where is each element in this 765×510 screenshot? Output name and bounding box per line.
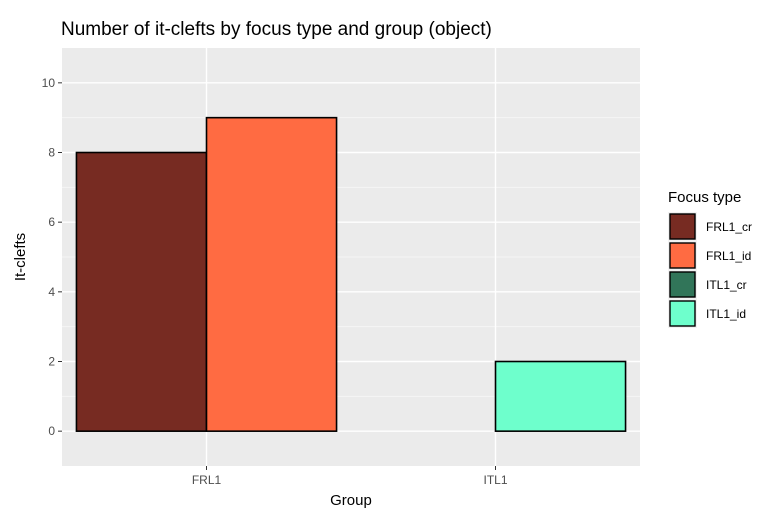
legend-label: FRL1_cr xyxy=(706,220,752,234)
legend-item-frl1-cr: FRL1_cr xyxy=(668,212,752,241)
y-axis-ticks: 0 2 4 6 8 10 xyxy=(42,76,62,438)
legend-swatch xyxy=(669,300,696,327)
y-tick-label: 10 xyxy=(42,76,56,90)
y-axis-title: It-clefts xyxy=(12,233,29,281)
y-tick-label: 2 xyxy=(48,355,55,369)
bars xyxy=(75,116,627,432)
y-tick-label: 8 xyxy=(48,146,55,160)
legend-title: Focus type xyxy=(668,189,741,206)
y-tick-label: 6 xyxy=(48,215,55,229)
y-tick-label: 0 xyxy=(48,424,55,438)
legend-swatch xyxy=(669,242,696,269)
x-tick-label: ITL1 xyxy=(483,473,507,487)
legend-item-itl1-id: ITL1_id xyxy=(668,299,746,328)
legend-item-itl1-cr: ITL1_cr xyxy=(668,270,747,299)
legend-swatch xyxy=(669,271,696,298)
bar-frl1-cr-frl1 xyxy=(75,151,208,432)
legend-label: ITL1_cr xyxy=(706,278,747,292)
chart-title: Number of it-clefts by focus type and gr… xyxy=(61,19,492,40)
x-axis-ticks: FRL1 ITL1 xyxy=(192,466,508,487)
x-tick-label: FRL1 xyxy=(192,473,222,487)
legend-item-frl1-id: FRL1_id xyxy=(668,241,751,270)
legend-swatch xyxy=(669,213,696,240)
legend: Focus type FRL1_cr FRL1_id ITL1_cr ITL1_id xyxy=(668,189,752,328)
y-tick-label: 4 xyxy=(48,285,55,299)
legend-label: FRL1_id xyxy=(706,249,751,263)
bar-itl1-id-itl1 xyxy=(494,360,627,432)
bar-frl1-id-frl1 xyxy=(205,116,338,432)
legend-label: ITL1_id xyxy=(706,307,746,321)
x-axis-title: Group xyxy=(330,492,372,509)
